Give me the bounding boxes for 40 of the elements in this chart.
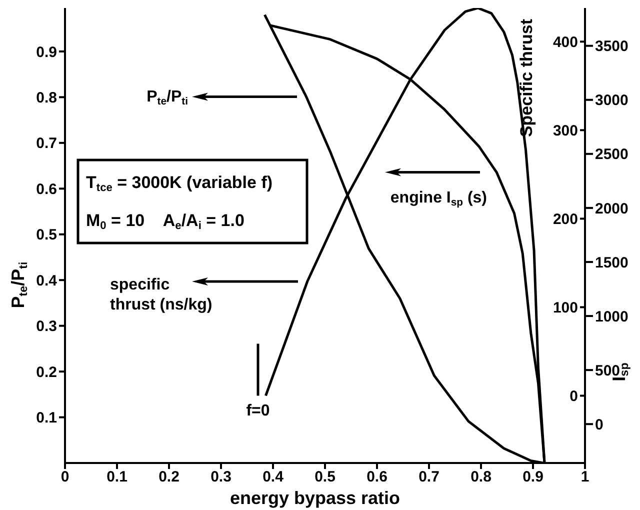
y3-tick-label: 2500 (595, 146, 628, 164)
x-tick-label: 1 (580, 468, 590, 486)
y3-tick-label: 3000 (595, 92, 628, 110)
y-tick-label: 0.1 (36, 410, 57, 427)
x-tick-label: 0.4 (262, 468, 284, 486)
x-tick-label: 0.9 (522, 468, 544, 486)
y3-tick-label: 2000 (595, 200, 628, 218)
series-label: engine I$_{sp}$ (s) (390, 189, 487, 208)
y3-tick-label: 0 (595, 416, 604, 434)
y2-tick-label: 400 (552, 34, 578, 51)
x-tick-label: 0.7 (418, 468, 440, 486)
x-tick-label: 0.5 (314, 468, 336, 486)
y-tick-label: 0.2 (36, 364, 57, 381)
x-tick-label: 0 (60, 468, 70, 486)
y-tick-label: 0.9 (36, 44, 57, 61)
annotation: M$_{0}$ = 10 A$_{e}$/A$_{i}$ = 1.0 (86, 211, 244, 232)
annotation: T$_{tce}$ = 3000K (variable f) (86, 173, 273, 194)
y-tick-label: 0.3 (36, 318, 57, 336)
x-tick-label: 0.3 (210, 468, 232, 486)
x-axis-title: energy bypass ratio (230, 488, 400, 508)
x-tick-label: 0.1 (106, 468, 128, 486)
legend-label: P$_{te}$/P$_{ti}$ (146, 88, 188, 108)
y3-tick-label: 1000 (595, 308, 628, 326)
y2-tick-label: 300 (552, 122, 578, 140)
y2-axis-title: Specific thrust (517, 18, 536, 138)
y2-tick-label: 100 (552, 300, 578, 317)
x-tick-label: 0.6 (366, 468, 388, 486)
y-tick-label: 0.8 (36, 89, 57, 106)
x-tick-label: 0.2 (158, 468, 180, 486)
x-tick-label: 0.8 (470, 468, 492, 486)
annotation: f=0 (246, 402, 270, 420)
y2-tick-label: 0 (570, 388, 578, 406)
y-tick-label: 0.7 (36, 135, 57, 152)
text: specific thrust (ns/kg) (110, 276, 212, 314)
y-tick-label: 0.4 (36, 272, 58, 290)
y-tick-label: 0.6 (36, 180, 57, 198)
y3-tick-label: 3500 (595, 38, 628, 56)
y3-tick-label: 1500 (595, 254, 628, 272)
y2-tick-label: 200 (552, 211, 578, 228)
y-tick-label: 0.5 (36, 226, 57, 244)
